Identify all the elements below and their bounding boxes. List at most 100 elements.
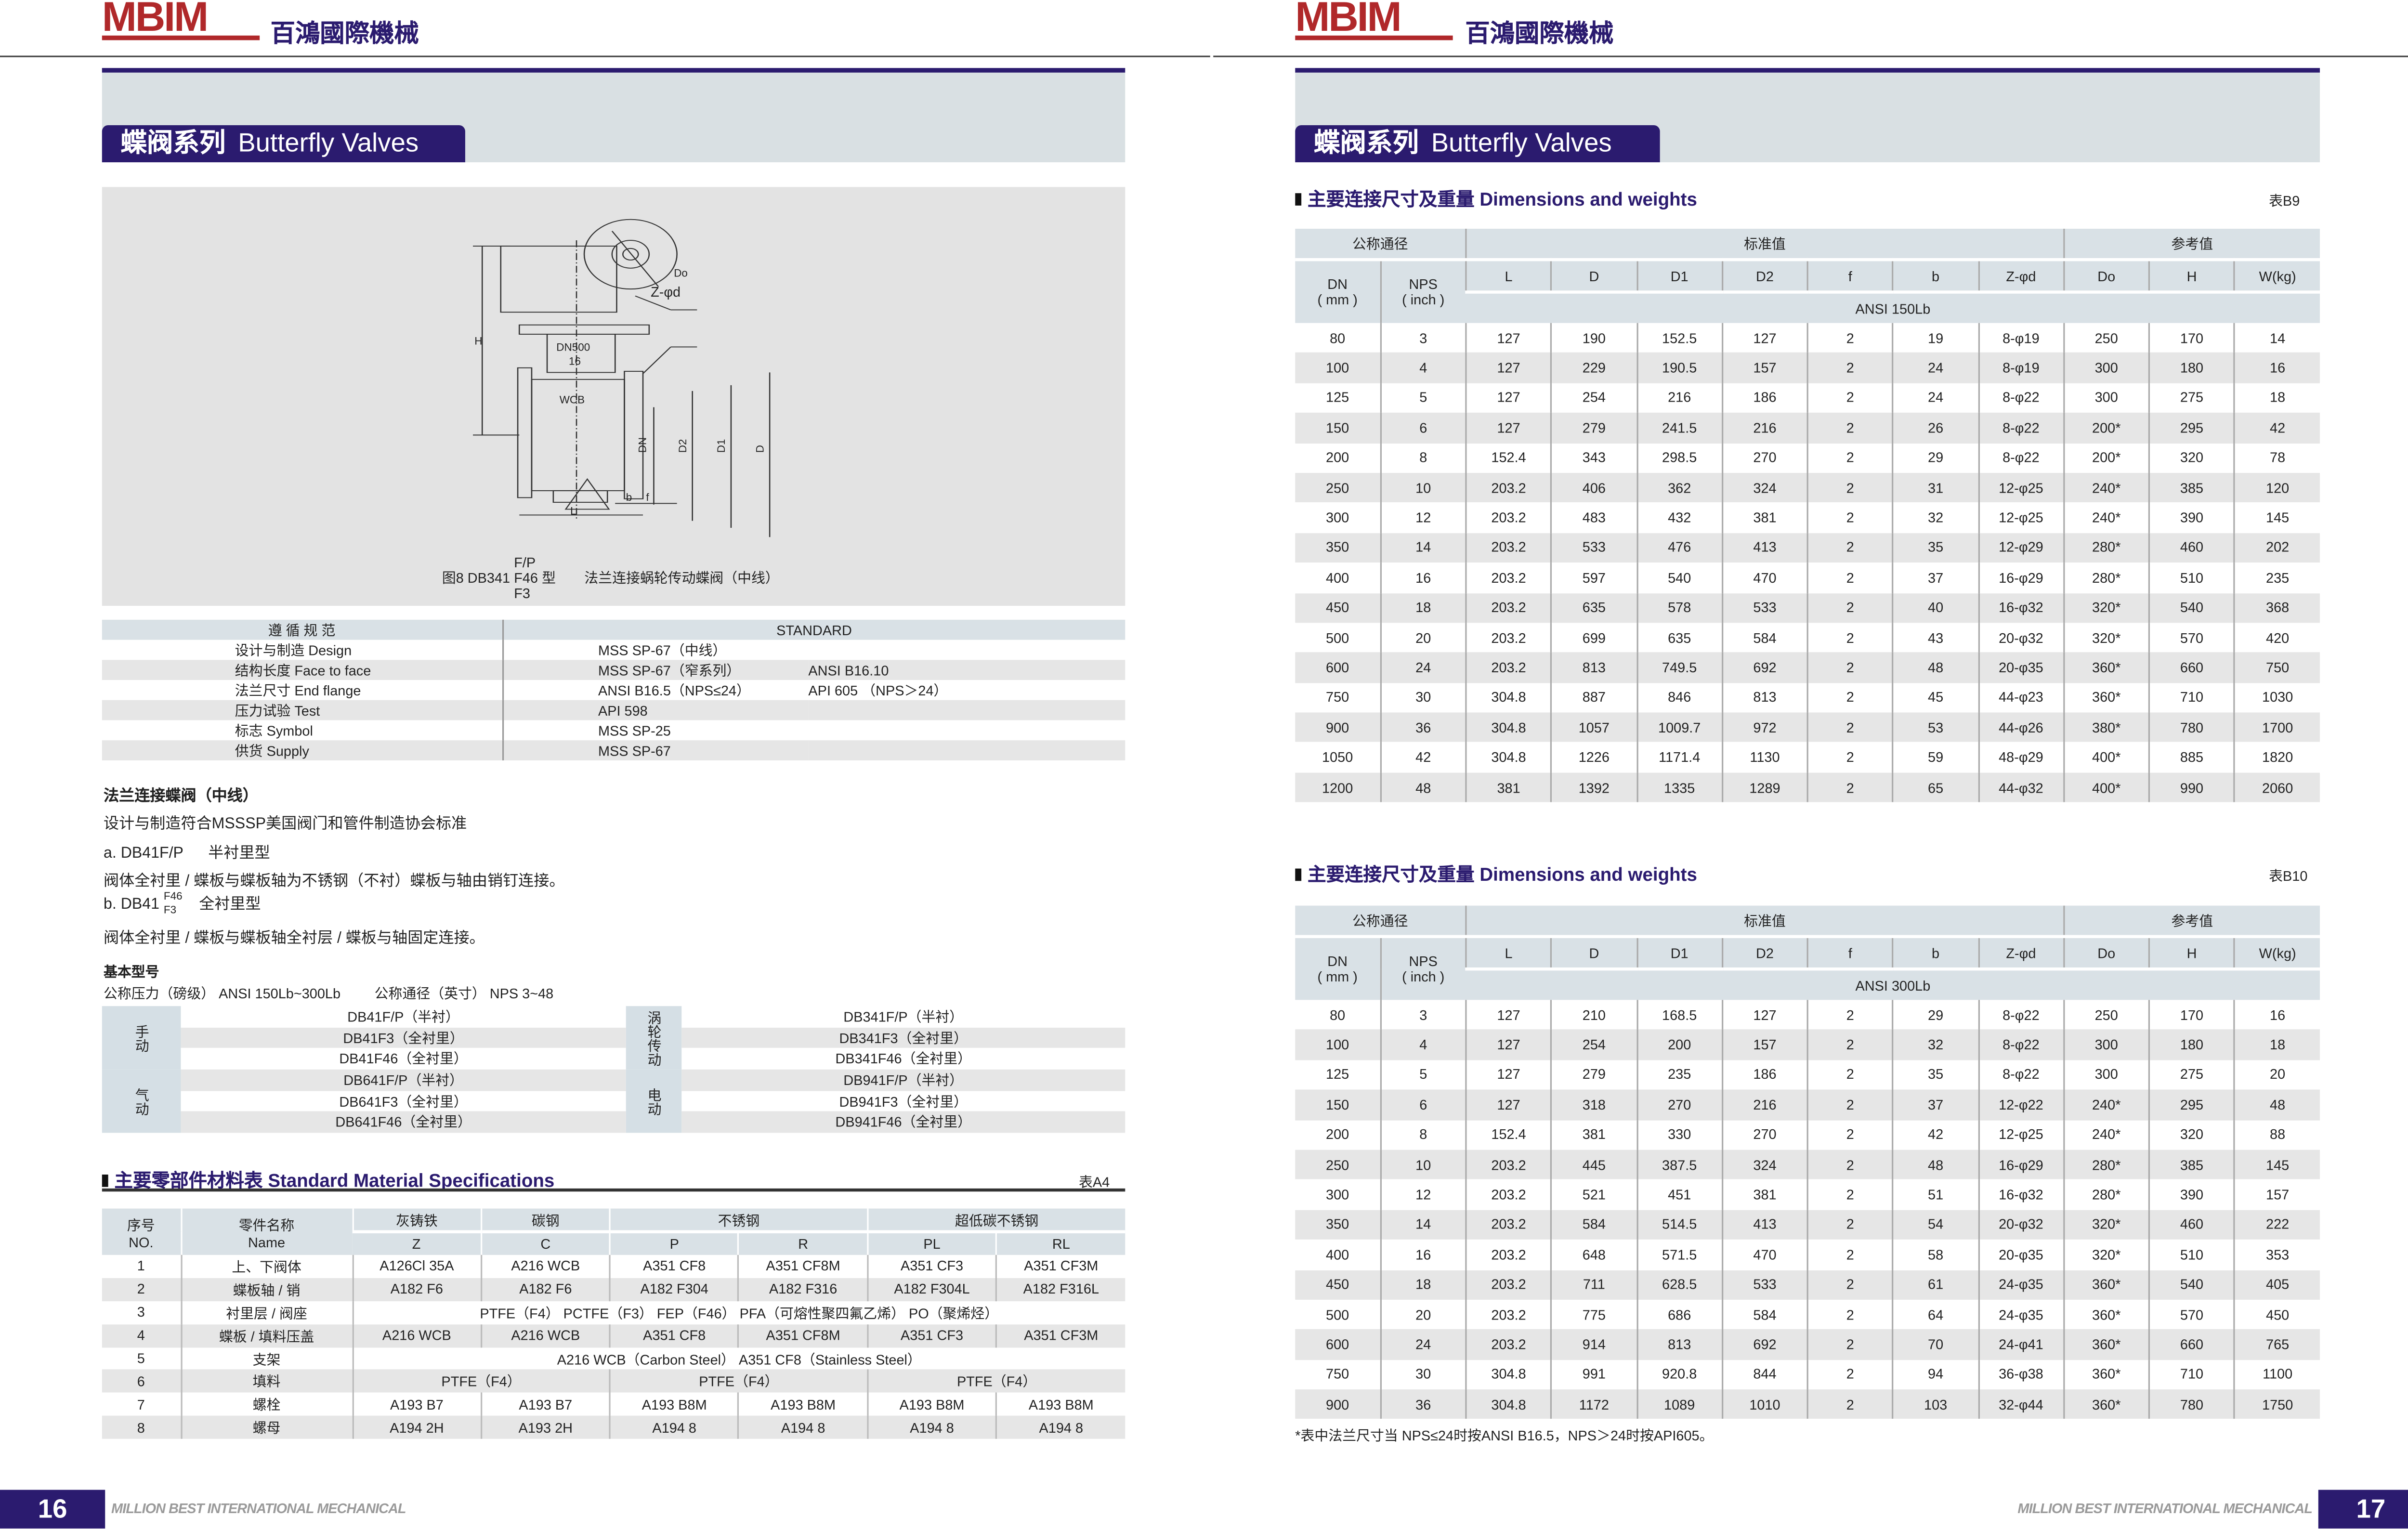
bullet-icon: [1295, 193, 1302, 206]
dimension-cell: 597: [1550, 562, 1637, 593]
material-cell: A193 B7: [352, 1393, 482, 1416]
dimension-cell: 8: [1380, 1120, 1466, 1150]
dimension-cell: 584: [1721, 1299, 1808, 1330]
dimension-row: 350 14 203.2 533 476 413 2 35 12-φ29 280* 460 202: [1295, 533, 2320, 563]
model-row: 气动 DB641F/P（半衬） 电动 DB941F/P（半衬）: [102, 1069, 1125, 1133]
dimension-cell: 127: [1721, 1000, 1808, 1030]
dimension-cell: 972: [1721, 712, 1808, 743]
materials-heading: 主要零部件材料表 Standard Material Specification…: [102, 1167, 554, 1193]
material-cell: A193 B8M: [866, 1393, 996, 1416]
dimension-cell: 1700: [2234, 712, 2320, 743]
dimension-cell: 300: [1326, 510, 1349, 526]
pressure-class: ANSI 150Lb: [1466, 292, 2320, 323]
material-cell: A216 WCB（Carbon Steel） A351 CF8（Stainles…: [352, 1347, 1125, 1370]
dimension-cell: 216: [1636, 383, 1722, 413]
part-no: 6: [102, 1370, 181, 1393]
dn-unit: ( mm ): [1317, 969, 1358, 985]
caption-type: 型: [542, 570, 556, 586]
dimension-cell: 150: [1295, 413, 1381, 443]
dimension-cell: 320: [2148, 1120, 2235, 1150]
dimension-row: 300 12 203.2 521 451 381 2 51 16-φ32 280* 390 157: [1295, 1179, 2320, 1210]
dimension-cell: 570: [2148, 1299, 2235, 1330]
dimension-row: 1200 48 381 1392 1335 1289 2 65 44-φ32 400* 990 206…: [1295, 772, 2320, 803]
dimension-cell: 500: [1326, 630, 1349, 646]
dimension-cell: 145: [2234, 1150, 2320, 1180]
dimension-cell: 765: [2234, 1329, 2320, 1360]
company-name-cn: 百鴻國際機械: [1465, 21, 1614, 48]
dimension-cell: 200: [1326, 1127, 1349, 1143]
part-no: 4: [102, 1324, 181, 1347]
part-no: 5: [137, 1350, 145, 1366]
mbim-logo: MBIM: [102, 0, 260, 40]
dimension-cell: 300: [1326, 1187, 1349, 1202]
company-name-cn: 百鴻國際機械: [270, 21, 419, 48]
footer-company: MILLION BEST INTERNATIONAL MECHANICAL: [2017, 1501, 2313, 1516]
spacer: [501, 720, 598, 741]
dimension-cell: 2: [1806, 682, 1893, 713]
footer-company: MILLION BEST INTERNATIONAL MECHANICAL: [111, 1501, 406, 1516]
dimension-cell: 2: [1806, 323, 1893, 353]
dimension-cell: 18: [1380, 1269, 1466, 1300]
dimension-cell: 275: [2148, 1059, 2235, 1090]
dimension-row: 150 6 127 279 241.5 216 2 26 8-φ22 200* 295 42: [1295, 413, 2320, 443]
dimension-cell: 186: [1721, 383, 1808, 413]
standard-value: API 598: [598, 700, 809, 720]
dimensions-heading: 主要连接尺寸及重量 Dimensions and weights: [1295, 861, 1697, 888]
dimension-cell: 300: [2063, 353, 2149, 383]
table-id: 表B9: [2269, 193, 2300, 209]
dimension-cell: 381: [1721, 503, 1808, 533]
dimension-cell: 210: [1550, 1000, 1637, 1030]
dimension-cell: 29: [1892, 1000, 1978, 1030]
dimension-cell: 5: [1380, 383, 1466, 413]
model-item: DB41F/P（半衬）: [347, 1009, 459, 1025]
standards-row: 结构长度 Face to face MSS SP-67（窄系列） ANSI B16.…: [102, 660, 1125, 680]
part-name: 蝶板轴 / 销: [180, 1278, 353, 1301]
type-a: a. DB41F/P 半衬里型: [104, 839, 270, 862]
material-cell: A194 8: [738, 1416, 868, 1439]
dimension-cell: 710: [2148, 682, 2235, 713]
dimension-cell: 24-φ35: [1977, 1269, 2064, 1300]
figure-panel: H Do Z-φd DN D2 D1 D L b f DN500 16 WCB …: [102, 187, 1125, 606]
dimension-cell: 24: [1380, 1329, 1466, 1360]
dimension-cell: 2: [1806, 653, 1893, 683]
part-name: 上、下阀体: [180, 1255, 353, 1278]
dimension-cell: 600: [1295, 1329, 1381, 1360]
column-header: Z-φd: [1977, 936, 2064, 971]
dimension-cell: 203.2: [1465, 1209, 1552, 1240]
dimension-cell: 533: [1721, 1269, 1808, 1300]
dimension-row: 750 30 304.8 887 846 813 2 45 44-φ23 360* 710 1030: [1295, 682, 2320, 713]
dimension-cell: 186: [1721, 1059, 1808, 1090]
dimensions-table: 公称通径 标准值 参考值 DN( mm ) NPS( inch ) L D D1 D2 f b Z-φ…: [1295, 228, 2320, 803]
dimension-cell: 1130: [1721, 742, 1808, 773]
dimension-cell: 510: [2148, 1240, 2235, 1270]
dimension-cell: 2: [1806, 592, 1893, 623]
dimension-cell: 241.5: [1636, 413, 1722, 443]
dimension-cell: 470: [1721, 1240, 1808, 1270]
dimension-cell: 360*: [2063, 1389, 2149, 1420]
dimension-cell: 16-φ32: [1977, 1179, 2064, 1210]
dimension-cell: 2: [1806, 1059, 1893, 1090]
dimension-cell: 152.4: [1465, 1120, 1552, 1150]
spacer: [501, 740, 598, 760]
materials-code-row: Z C P R PL RL: [102, 1231, 1125, 1255]
dimension-cell: 298.5: [1636, 443, 1722, 473]
dimension-cell: 37: [1892, 562, 1978, 593]
dimension-cell: 1200: [1295, 772, 1381, 803]
material-cell: A193 B7: [480, 1393, 610, 1416]
dimension-cell: 451: [1636, 1179, 1722, 1210]
dimension-cell: 450: [2234, 1299, 2320, 1330]
header-no-cn: 序号: [127, 1217, 155, 1233]
bullet-icon: [1295, 868, 1302, 881]
part-name: 支架: [180, 1347, 353, 1370]
dimension-cell: 58: [1892, 1240, 1978, 1270]
material-cell: A182 F304: [609, 1278, 739, 1301]
dimension-cell: 59: [1892, 742, 1978, 773]
dimension-cell: 320*: [2063, 592, 2149, 623]
group-header-row: 公称通径 标准值 参考值: [1295, 228, 2320, 261]
material-cell: A182 F304L: [866, 1278, 996, 1301]
dimension-cell: 570: [2148, 623, 2235, 653]
dimension-cell: 203.2: [1465, 623, 1552, 653]
column-header: Do: [2063, 260, 2149, 294]
dimension-cell: 2: [1806, 742, 1893, 773]
dimension-cell: 26: [1892, 413, 1978, 443]
